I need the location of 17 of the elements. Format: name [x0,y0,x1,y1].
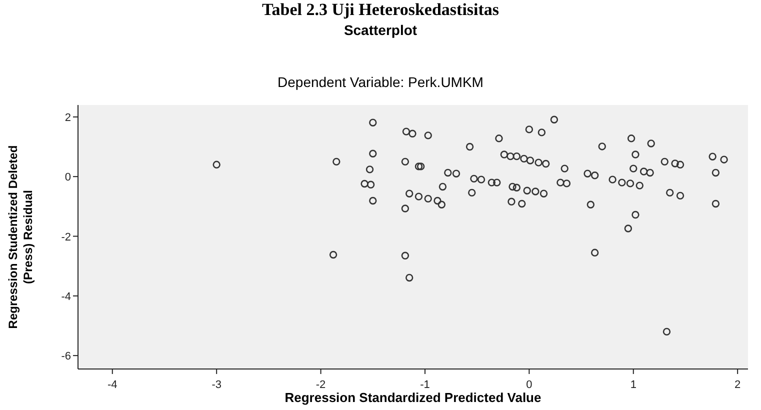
y-tick-label: -2 [61,231,71,244]
x-tick-label: -2 [316,379,326,391]
x-tick-label: 1 [630,379,636,391]
chart-subtitle: Scatterplot [342,22,418,38]
x-tick-label: -3 [212,379,222,391]
y-axis-title: Regression Studentized Deleted (Press) Residual [6,144,36,331]
x-tick-label: 2 [734,379,741,391]
x-tick-label: -4 [107,379,118,391]
y-tick-label: -4 [61,290,71,303]
x-tick-label: -1 [420,379,430,391]
x-axis-title: Regression Standardized Predicted Value [284,390,542,405]
x-tick-label: 0 [526,379,532,391]
chart-title: Tabel 2.3 Uji Heteroskedastisitas [260,0,500,20]
y-tick-label: 2 [64,112,71,124]
y-tick-label: 0 [64,172,71,184]
text: Dependent Variable: Perk.UMKM [276,74,484,90]
y-tick-label: -6 [61,350,71,363]
